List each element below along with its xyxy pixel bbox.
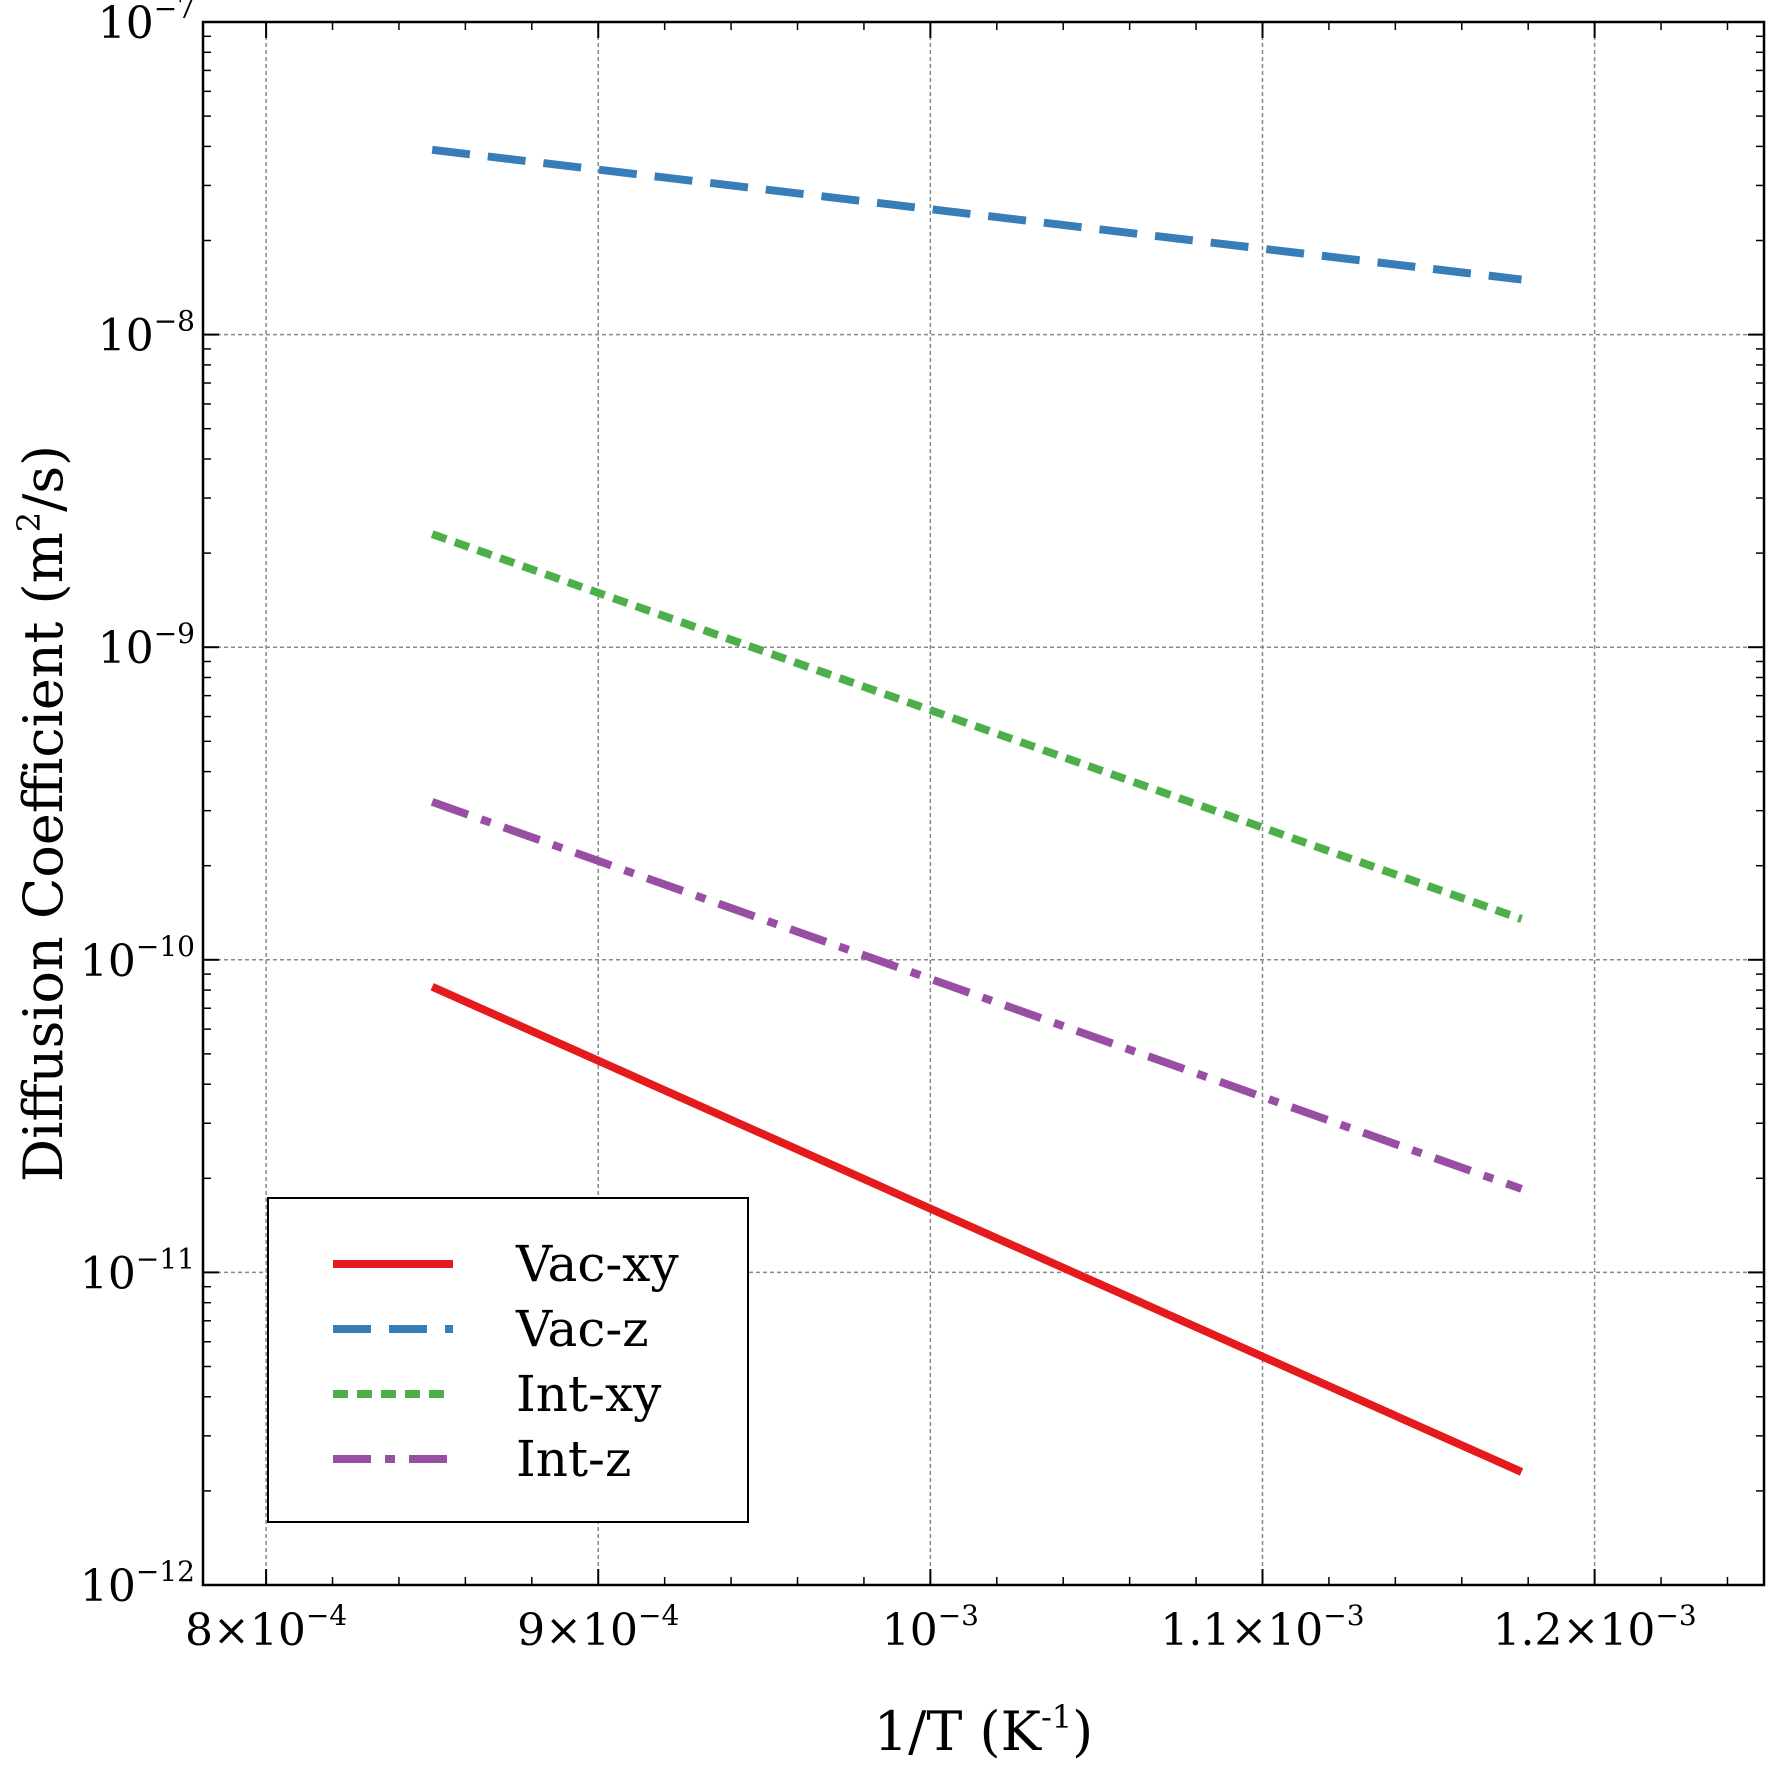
x-tick-label: 1.2×10−3 (1493, 1599, 1697, 1656)
x-tick-mantissa: 9×10 (517, 1605, 638, 1656)
y-tick-exponent: −9 (154, 617, 195, 650)
x-axis-title-close: ) (1072, 1700, 1093, 1763)
y-tick-exponent: −7 (154, 0, 195, 25)
series-line-vac-xy (430, 983, 1524, 1476)
y-tick-base: 10 (80, 936, 136, 987)
y-tick-base: 10 (80, 1561, 136, 1612)
series-layer (430, 145, 1524, 1476)
minor-ticks (203, 22, 1764, 1585)
x-axis-title-exponent: -1 (1041, 1698, 1072, 1736)
y-tick-exponent: −11 (136, 1242, 195, 1275)
series-line-int-z (430, 798, 1523, 1193)
y-tick-exponent: −10 (136, 930, 195, 963)
y-axis-title: Diffusion Coefficient (m2/s) (10, 445, 75, 1182)
legend-label-int-xy: Int-xy (516, 1365, 662, 1423)
y-axis-title-close: /s) (12, 445, 75, 512)
x-tick-mantissa: 10 (882, 1605, 938, 1656)
y-tick-label: 10−11 (80, 1242, 195, 1299)
y-tick-label: 10−12 (80, 1555, 195, 1612)
x-tick-exponent: −3 (1323, 1599, 1364, 1632)
x-tick-mantissa: 1.2×10 (1493, 1605, 1656, 1656)
series-line-vac-z (431, 145, 1523, 284)
legend-box (267, 1197, 749, 1523)
x-tick-mantissa: 1.1×10 (1160, 1605, 1323, 1656)
x-tick-label: 9×10−4 (517, 1599, 679, 1656)
x-tick-exponent: −3 (1655, 1599, 1696, 1632)
y-tick-label: 10−7 (98, 0, 195, 49)
y-tick-base: 10 (98, 0, 154, 49)
x-tick-label: 8×10−4 (185, 1599, 347, 1656)
legend-label-int-z: Int-z (516, 1430, 631, 1488)
x-tick-label: 1.1×10−3 (1160, 1599, 1364, 1656)
legend-label-vac-xy: Vac-xy (515, 1235, 679, 1293)
x-tick-exponent: −4 (306, 1599, 347, 1632)
y-tick-label: 10−8 (98, 305, 195, 362)
y-axis-title-exponent: 2 (10, 512, 48, 532)
x-axis-title-main: 1/T (K (874, 1700, 1043, 1763)
plot-frame (201, 20, 1766, 1587)
x-tick-exponent: −3 (938, 1599, 979, 1632)
x-tick-exponent: −4 (638, 1599, 679, 1632)
y-tick-exponent: −12 (136, 1555, 195, 1588)
y-axis-title-main: Diffusion Coefficient (m (12, 532, 75, 1182)
y-tick-label: 10−9 (98, 617, 195, 674)
y-tick-label: 10−10 (80, 930, 195, 987)
x-tick-mantissa: 8×10 (185, 1605, 306, 1656)
x-tick-label: 10−3 (882, 1599, 979, 1656)
y-tick-exponent: −8 (154, 305, 195, 338)
y-tick-base: 10 (98, 623, 154, 674)
legend-label-vac-z: Vac-z (515, 1300, 649, 1358)
x-tick-labels: 8×10−4 9×10−4 10−3 1.1×10−3 1.2×10−3 (185, 1599, 1697, 1656)
x-axis-title: 1/T (K-1) (874, 1698, 1093, 1763)
series-line-int-xy (430, 530, 1523, 923)
y-tick-base: 10 (98, 311, 154, 362)
legend: Vac-xy Vac-z Int-xy Int-z (267, 1197, 749, 1523)
y-tick-base: 10 (80, 1248, 136, 1299)
